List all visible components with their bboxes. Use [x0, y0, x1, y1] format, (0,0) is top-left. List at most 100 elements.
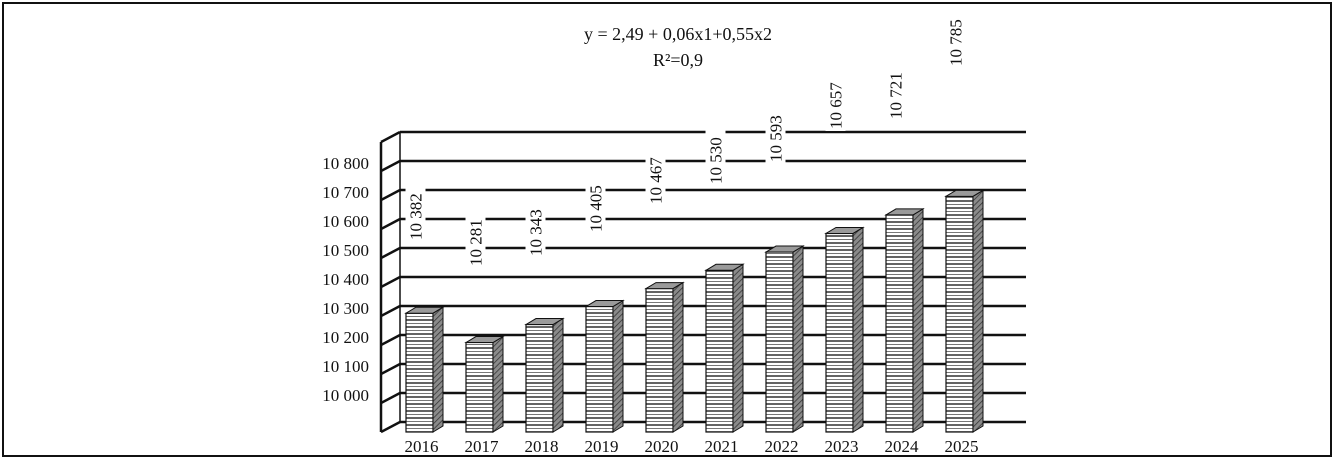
data-label-bg: [405, 186, 426, 242]
data-label: 10 382: [405, 186, 426, 242]
bar-top: [644, 282, 685, 290]
gridline-diagonal: [380, 188, 401, 202]
x-tick-label: 2022: [765, 437, 799, 456]
gridline-diagonal: [380, 275, 401, 289]
bar-side: [792, 245, 804, 433]
bar-face: [645, 287, 674, 433]
bar: [704, 263, 745, 433]
data-label: 10 530: [705, 130, 726, 186]
data-label: 10 343: [525, 202, 546, 258]
data-label-bg: [885, 65, 906, 121]
bar: [524, 317, 565, 433]
data-label-text: 10 382: [407, 193, 426, 240]
bar-top: [404, 306, 445, 314]
bar-side: [612, 299, 624, 433]
bar-top: [764, 245, 805, 253]
y-tick-label: 10 800: [322, 154, 369, 173]
bar-side: [852, 226, 864, 433]
data-label-bg: [645, 150, 666, 206]
gridline-diagonal: [380, 362, 401, 376]
data-label-bg: [585, 178, 606, 234]
y-tick-label: 10 700: [322, 183, 369, 202]
bar: [644, 281, 685, 433]
data-label-bg: [825, 75, 846, 131]
data-label-text: 10 405: [587, 185, 606, 232]
gridline-diagonal: [380, 333, 401, 347]
y-tick-label: 10 300: [322, 299, 369, 318]
data-label: 10 785: [945, 12, 966, 68]
bar: [764, 245, 805, 433]
bar-face: [465, 341, 494, 433]
data-label-bg: [705, 130, 726, 186]
data-label-text: 10 281: [467, 219, 486, 266]
bar: [404, 306, 445, 433]
data-label-bg: [945, 12, 966, 68]
gridline-diagonal: [380, 217, 401, 231]
bar-face: [705, 269, 734, 433]
y-tick-label: 10 600: [322, 212, 369, 231]
data-label-bg: [465, 212, 486, 268]
gridline-diagonal: [380, 246, 401, 260]
data-label-text: 10 785: [947, 19, 966, 66]
bar-face: [825, 232, 854, 433]
y-tick-label: 10 000: [322, 386, 369, 405]
data-label-text: 10 530: [707, 137, 726, 184]
bar: [584, 299, 625, 433]
x-tick-label: 2024: [885, 437, 920, 456]
gridline-diagonal: [380, 130, 401, 144]
y-tick-label: 10 400: [322, 270, 369, 289]
bar-top: [704, 263, 745, 271]
x-tick-label: 2019: [585, 437, 619, 456]
gridline-diagonal: [380, 159, 401, 173]
bar-side: [732, 263, 744, 433]
data-label-text: 10 657: [827, 82, 846, 129]
bar-side: [972, 189, 984, 433]
bar-side: [432, 306, 444, 433]
bar-side: [912, 208, 924, 433]
x-tick-label: 2025: [945, 437, 979, 456]
data-label: 10 593: [765, 108, 786, 164]
bar-side: [492, 335, 504, 433]
bar-face: [765, 251, 794, 433]
data-label-text: 10 343: [527, 209, 546, 256]
bar-top: [884, 208, 925, 216]
data-label-bg: [525, 202, 546, 258]
bar-face: [885, 214, 914, 433]
y-tick-label: 10 500: [322, 241, 369, 260]
x-tick-label: 2021: [705, 437, 739, 456]
x-tick-label: 2020: [645, 437, 679, 456]
bar-side: [672, 281, 684, 433]
x-tick-label: 2016: [405, 437, 439, 456]
data-label: 10 281: [465, 212, 486, 268]
x-tick-label: 2023: [825, 437, 859, 456]
bar-face: [405, 312, 434, 433]
bar-face: [525, 323, 554, 433]
gridline-diagonal: [380, 391, 401, 405]
bar: [824, 226, 865, 433]
data-label: 10 405: [585, 178, 606, 234]
data-label-text: 10 721: [887, 72, 906, 119]
bar: [464, 335, 505, 433]
data-label: 10 467: [645, 150, 666, 206]
bar: [944, 189, 985, 433]
bar-face: [585, 305, 614, 433]
bar-face: [945, 195, 974, 433]
chart-title: y = 2,49 + 0,06x1+0,55x2: [584, 24, 772, 44]
bar-side: [552, 317, 564, 433]
bar-top: [944, 189, 985, 197]
x-tick-label: 2018: [525, 437, 559, 456]
data-label-text: 10 467: [647, 157, 666, 204]
data-label: 10 721: [885, 65, 906, 121]
x-tick-label: 2017: [465, 437, 500, 456]
bar-top: [824, 226, 865, 234]
bar: [884, 208, 925, 433]
data-label: 10 657: [825, 75, 846, 131]
bar-top: [464, 336, 505, 344]
bar-top: [584, 300, 625, 308]
chart-subtitle: R²=0,9: [653, 50, 703, 70]
y-tick-label: 10 100: [322, 357, 369, 376]
gridline-diagonal: [380, 304, 401, 318]
bar-top: [524, 318, 565, 326]
bar-chart: y = 2,49 + 0,06x1+0,55x2 R²=0,9 10 000 10…: [322, 12, 1026, 456]
